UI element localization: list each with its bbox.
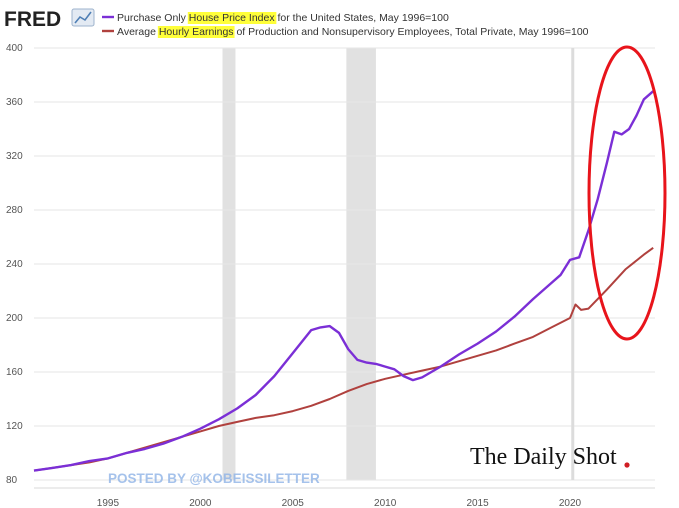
- legend-highlight-box: [187, 12, 277, 24]
- fred-logo: FRED: [4, 8, 61, 31]
- y-tick-label: 320: [6, 151, 23, 162]
- y-tick-label: 360: [6, 97, 23, 108]
- x-tick-label: 2015: [466, 498, 489, 508]
- publisher-logo: The Daily Shot: [470, 444, 617, 470]
- x-tick-label: 2005: [282, 498, 305, 508]
- y-tick-label: 400: [6, 43, 23, 54]
- legend-highlight-earnings: Hourly Earnings: [159, 26, 234, 38]
- series-line-earnings: [33, 246, 654, 472]
- y-tick-label: 120: [6, 421, 23, 432]
- publisher-logo-dot: [624, 462, 630, 468]
- x-tick-label: 2010: [374, 498, 397, 508]
- legend: Purchase Only House Price Index for the …: [102, 12, 589, 38]
- y-tick-label: 160: [6, 367, 23, 378]
- series-line-hpi: [33, 90, 654, 472]
- y-tick-label: 200: [6, 313, 23, 324]
- plot-area: 80 120 160 200 240 280 320 360 400 1995 2000 2005 20…: [6, 43, 655, 508]
- legend-highlight-box: [157, 26, 235, 38]
- legend-label-earnings: Average Hourly Earnings of Production an…: [117, 26, 589, 38]
- x-tick-label: 1995: [97, 498, 120, 508]
- y-tick-label: 80: [6, 475, 18, 486]
- legend-highlight-hpi: House Price Index: [189, 12, 276, 24]
- watermark-text: POSTED BY @KOBEISSILETTER: [108, 471, 320, 486]
- x-tick-label: 2020: [559, 498, 582, 508]
- legend-label-hpi: Purchase Only House Price Index for the …: [117, 12, 449, 24]
- y-tick-label: 280: [6, 205, 23, 216]
- x-tick-label: 2000: [189, 498, 212, 508]
- highlight-ellipse: [587, 45, 667, 341]
- y-tick-label: 240: [6, 259, 23, 270]
- fred-chart-icon: [71, 8, 95, 27]
